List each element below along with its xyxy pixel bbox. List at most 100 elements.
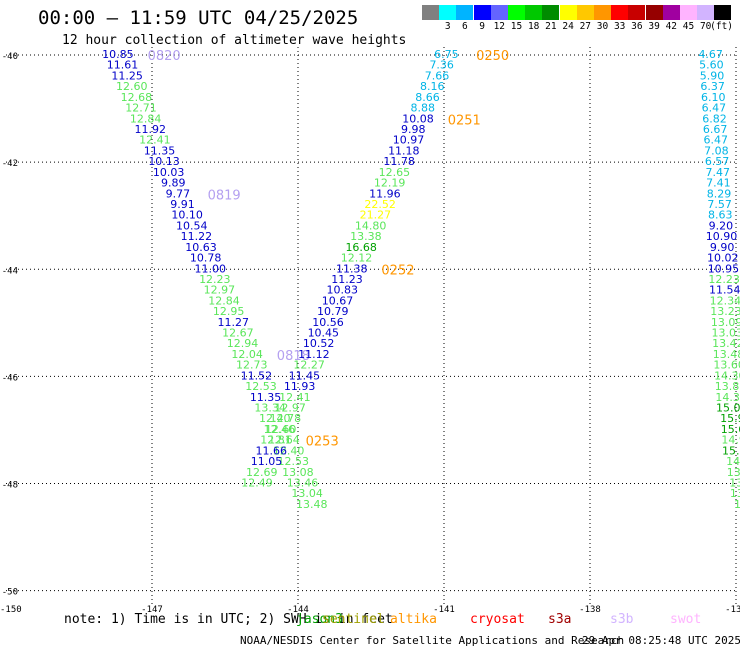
legend-swatch <box>456 5 474 20</box>
lat-tick-label: -44 <box>2 266 18 276</box>
wave-height-value: 9.89 <box>161 177 186 190</box>
wave-height-value: 11.54 <box>709 284 740 297</box>
wave-height-value: 10.52 <box>303 337 335 350</box>
legend-swatch <box>490 5 508 20</box>
wave-height-value: 13.03 <box>712 327 740 340</box>
wave-height-value: 12.23 <box>199 273 231 286</box>
pass-time-label: 0250 <box>476 49 509 64</box>
credit-line: NOAA/NESDIS Center for Satellite Applica… <box>240 634 625 647</box>
wave-height-value: 21.27 <box>360 209 392 222</box>
wave-height-value: 13 <box>730 487 740 500</box>
legend-label: 6 <box>462 21 468 32</box>
wave-height-value: 10.56 <box>312 316 344 329</box>
wave-height-value: 6.82 <box>702 112 727 125</box>
wave-height-value: 15.00 <box>716 402 740 415</box>
lat-tick-label: -40 <box>2 52 18 62</box>
wave-height-value: 7.47 <box>705 166 730 179</box>
wave-height-value: 12.40 <box>259 412 291 425</box>
pass-time-label: 0819 <box>208 188 241 203</box>
legend-label: 33 <box>613 21 626 32</box>
wave-height-value: 10.67 <box>322 294 354 307</box>
wave-height-value: 8.16 <box>420 80 445 93</box>
satellite-cryosat: cryosat <box>470 612 525 627</box>
wave-height-value: 12.94 <box>227 337 259 350</box>
wave-height-value: 10.85 <box>102 48 134 61</box>
legend-label: 9 <box>479 21 485 32</box>
legend-swatch <box>645 5 663 20</box>
wave-height-value: 8.88 <box>411 102 436 115</box>
wave-height-value: 7.66 <box>425 69 450 82</box>
legend-label: 12 <box>493 21 506 32</box>
lon-tick-label: -144 <box>287 605 309 615</box>
legend-swatch <box>508 5 525 20</box>
wave-height-value: 13.23 <box>710 305 740 318</box>
wave-height-value: 9.77 <box>166 187 191 200</box>
wave-height-value: 10.45 <box>308 327 340 340</box>
wave-height-value: 13.86 <box>715 380 740 393</box>
legend-swatch <box>628 5 646 20</box>
satellite-s3a: s3a <box>548 612 572 627</box>
wave-height-value: 12.97 <box>274 402 306 415</box>
lon-tick-label: -141 <box>433 605 455 615</box>
track-west: 10.8511.6111.2512.6012.6812.7112.8411.92… <box>102 48 327 511</box>
wave-height-value: 11.45 <box>289 369 321 382</box>
wave-height-value: 9.98 <box>401 123 426 136</box>
wave-height-value: 8.29 <box>707 187 732 200</box>
lat-tick-label: -42 <box>2 159 18 169</box>
legend-label: 3 <box>444 21 451 32</box>
wave-height-value: 15.9 <box>720 412 740 425</box>
track-east: 4.675.605.906.376.106.476.826.676.477.08… <box>698 48 740 511</box>
legend-label: 70 <box>699 21 712 32</box>
wave-height-value: 12.27 <box>293 359 325 372</box>
wave-height-value: 12.73 <box>236 359 268 372</box>
pass-time-label: 0251 <box>448 113 481 128</box>
legend-swatch <box>559 5 577 20</box>
wave-height-value: 11.27 <box>218 316 250 329</box>
wave-height-value: 11.52 <box>241 369 273 382</box>
wave-height-value: 12.49 <box>241 476 273 489</box>
lon-tick-label: -135 <box>725 605 740 615</box>
wave-height-value: 10.95 <box>708 262 740 275</box>
wave-height-value: 12.95 <box>213 305 245 318</box>
wave-height-value: 10.97 <box>393 134 425 147</box>
wave-height-value: 11.96 <box>369 187 401 200</box>
wave-height-value: 12.12 <box>341 252 373 265</box>
wave-height-value: 12.97 <box>204 284 236 297</box>
satellite-altika: altika <box>390 612 437 627</box>
legend-swatch <box>714 5 732 20</box>
pass-time-label: 0252 <box>381 263 414 278</box>
page-subtitle: 12 hour collection of altimeter wave hei… <box>62 33 407 48</box>
wave-height-value: 6.47 <box>702 102 727 115</box>
wave-height-value: 10.03 <box>153 166 185 179</box>
legend-swatch <box>611 5 629 20</box>
legend-swatch <box>542 5 560 20</box>
wave-height-value: 13.46 <box>287 476 319 489</box>
legend-swatch <box>594 5 611 20</box>
legend-label: 27 <box>579 21 592 32</box>
wave-height-value: 7.08 <box>704 144 729 157</box>
wave-height-value: 12.53 <box>278 455 310 468</box>
wave-height-value: 13.38 <box>350 230 382 243</box>
wave-height-value: 22.52 <box>364 198 396 211</box>
legend-swatch <box>576 5 594 20</box>
legend-label: 24 <box>562 21 574 32</box>
wave-height-value: 12.69 <box>246 466 278 479</box>
wave-height-value: 13.09 <box>711 316 740 329</box>
legend-swatch <box>662 5 680 20</box>
wave-height-value: 12.41 <box>139 134 171 147</box>
wave-height-value: 10.79 <box>317 305 349 318</box>
wave-height-value: 13.60 <box>713 359 740 372</box>
wave-height-value: 9.20 <box>709 219 734 232</box>
wave-height-value: 12.68 <box>121 91 153 104</box>
wave-height-value: 14.80 <box>355 219 387 232</box>
wave-height-value: 10.13 <box>148 155 180 168</box>
satellite-sentinel: sentinel <box>322 612 385 627</box>
satellite-jason3: jason3 <box>296 612 343 627</box>
wave-height-value: 15.0 <box>722 444 740 457</box>
wave-height-value: 12.46 <box>264 423 296 436</box>
legend-swatch <box>697 5 715 20</box>
legend-swatch <box>680 5 697 20</box>
wave-height-value: 6.47 <box>704 134 729 147</box>
wave-height-value: 9.90 <box>710 241 735 254</box>
